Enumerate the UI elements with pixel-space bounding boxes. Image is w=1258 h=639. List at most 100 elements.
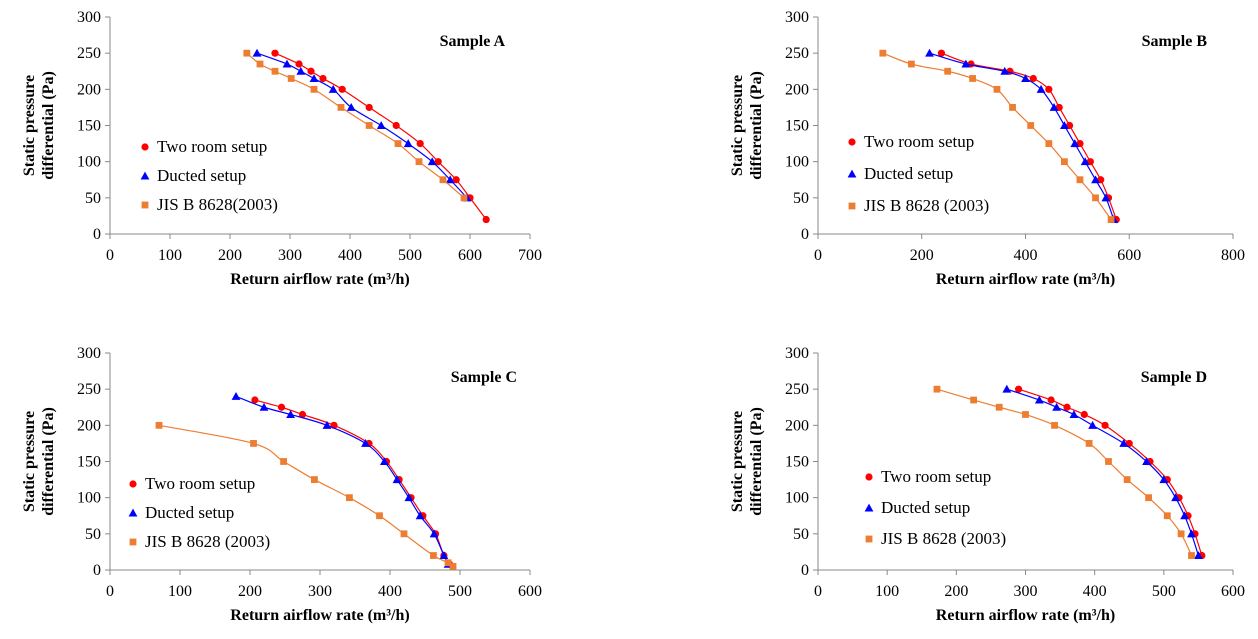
- data-point: [259, 402, 269, 411]
- legend-marker: [129, 480, 137, 488]
- y-axis-title: Static pressure differential (Pa): [729, 407, 765, 516]
- data-point: [1194, 551, 1203, 560]
- data-point: [1180, 511, 1189, 520]
- legend-label: JIS B 8628 (2003): [864, 196, 989, 215]
- data-point: [1070, 139, 1080, 148]
- chart-panel-d: 0 50 100 150 200 250 300 0 100 200 300 400 500 600 Ret…: [729, 345, 1245, 624]
- y-axis-title: Static pressure differential (Pa): [21, 407, 57, 516]
- x-tick-label: 800: [1221, 247, 1245, 264]
- legend-label: JIS B 8628 (2003): [145, 532, 270, 551]
- y-tick-label: 300: [77, 345, 101, 362]
- data-point: [1145, 494, 1153, 502]
- x-axis-title: Return airflow rate (m³/h): [936, 607, 1115, 624]
- data-point: [365, 122, 373, 129]
- data-point: [282, 59, 292, 68]
- x-tick-label: 600: [1221, 583, 1245, 600]
- data-point: [1045, 85, 1053, 93]
- data-point: [256, 60, 264, 68]
- data-point: [1069, 410, 1079, 419]
- data-point: [879, 49, 887, 57]
- data-point: [995, 403, 1003, 411]
- data-point: [1119, 439, 1129, 447]
- data-point: [296, 66, 306, 75]
- series-line: [246, 52, 465, 199]
- data-point: [346, 494, 353, 502]
- x-tick-label: 700: [518, 247, 542, 264]
- legend-marker: [848, 138, 856, 146]
- data-point: [287, 75, 295, 82]
- series-line: [256, 52, 468, 199]
- data-point: [1080, 157, 1090, 166]
- data-point: [252, 48, 262, 57]
- data-point: [392, 475, 402, 484]
- series-circle: [271, 49, 490, 224]
- y-tick-label: 200: [785, 417, 809, 434]
- panel-title: Sample C: [451, 369, 517, 386]
- data-point: [271, 49, 279, 57]
- y-tick-label: 250: [785, 381, 809, 398]
- data-point: [993, 85, 1001, 93]
- data-point: [907, 60, 915, 68]
- data-point: [1085, 440, 1093, 447]
- data-point: [243, 49, 251, 57]
- data-point: [365, 103, 373, 112]
- series-circle: [1014, 385, 1206, 560]
- x-tick-label: 500: [398, 247, 422, 264]
- y-tick-label: 150: [77, 454, 101, 471]
- y-tick-label: 50: [793, 526, 809, 543]
- data-point: [445, 175, 455, 184]
- legend-label: Ducted setup: [864, 164, 953, 183]
- series-square: [933, 385, 1195, 559]
- data-point: [1029, 74, 1037, 83]
- legend-marker: [141, 201, 149, 209]
- panel-title: Sample A: [440, 33, 506, 50]
- x-tick-label: 300: [308, 583, 332, 600]
- legend-marker: [128, 508, 138, 517]
- data-point: [1159, 475, 1169, 484]
- series-circle: [251, 396, 454, 568]
- data-point: [969, 75, 976, 82]
- data-point: [1101, 193, 1111, 202]
- data-point: [1036, 84, 1046, 93]
- x-tick-label: 100: [168, 583, 192, 600]
- data-point: [1051, 421, 1058, 429]
- legend-marker: [848, 202, 856, 210]
- x-tick-label: 600: [1117, 247, 1141, 264]
- y-tick-label: 250: [785, 45, 809, 62]
- legend-label: Two room setup: [145, 474, 255, 493]
- data-point: [444, 559, 452, 567]
- series-line: [1006, 388, 1199, 556]
- data-point: [1076, 176, 1084, 184]
- series-triangle: [231, 392, 453, 568]
- data-point: [277, 403, 286, 411]
- data-point: [311, 476, 318, 483]
- data-point: [1101, 421, 1109, 429]
- data-point: [1060, 121, 1069, 130]
- y-tick-label: 50: [793, 190, 809, 207]
- data-point: [1171, 493, 1180, 502]
- chart-panel-a: 0 50 100 150 200 250 300 0 100 200 300 400 500 600 700…: [21, 9, 542, 288]
- x-axis-title: Return airflow rate (m³/h): [230, 271, 409, 288]
- x-tick-label: 0: [106, 583, 114, 600]
- data-point: [482, 215, 490, 224]
- series-triangle: [925, 48, 1119, 224]
- series-line: [274, 52, 487, 220]
- x-tick-label: 200: [218, 247, 242, 264]
- data-point: [1027, 122, 1035, 129]
- data-point: [338, 85, 346, 93]
- y-tick-label: 200: [77, 81, 101, 98]
- x-tick-label: 300: [1014, 583, 1038, 600]
- y-axis-title: Static pressure differential (Pa): [729, 71, 765, 180]
- panel-title: Sample B: [1142, 33, 1208, 50]
- legend-marker: [865, 535, 873, 543]
- data-point: [250, 440, 257, 447]
- data-point: [434, 158, 442, 166]
- data-point: [1049, 103, 1059, 111]
- data-point: [361, 439, 370, 447]
- data-point: [1002, 384, 1012, 393]
- y-axis-title: Static pressure differential (Pa): [21, 71, 57, 180]
- y-tick-label: 200: [77, 417, 101, 434]
- legend-label: JIS B 8628(2003): [157, 195, 278, 214]
- data-point: [961, 59, 971, 68]
- x-tick-label: 400: [338, 247, 362, 264]
